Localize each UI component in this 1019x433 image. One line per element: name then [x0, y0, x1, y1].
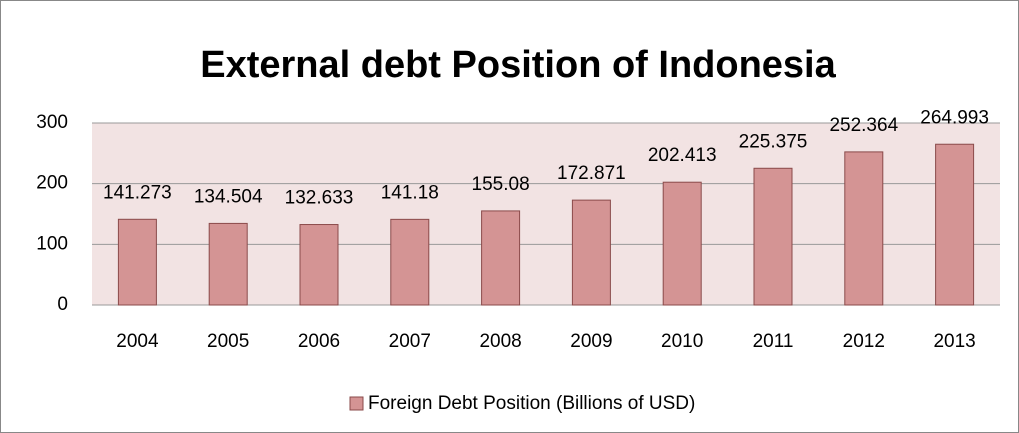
x-tick-label: 2009 [570, 331, 612, 352]
y-tick-label: 300 [36, 112, 68, 133]
bar [935, 143, 975, 306]
data-label: 141.273 [103, 182, 172, 203]
x-tick-label: 2011 [753, 331, 794, 352]
data-label: 172.871 [557, 163, 626, 184]
data-label: 141.18 [381, 182, 439, 203]
x-tick-label: 2005 [207, 331, 249, 352]
data-label: 132.633 [285, 188, 354, 209]
bar [390, 218, 430, 306]
data-label: 202.413 [648, 145, 717, 166]
bar [753, 167, 793, 306]
y-tick-label: 200 [36, 173, 68, 194]
data-label: 225.375 [739, 131, 808, 152]
data-label: 264.993 [920, 107, 989, 128]
bar [481, 210, 521, 306]
legend-label: Foreign Debt Position (Billions of USD) [368, 393, 695, 414]
x-tick-label: 2006 [298, 331, 340, 352]
bar [208, 222, 248, 306]
x-tick-label: 2013 [933, 331, 975, 352]
bar [662, 181, 702, 306]
chart-title: External debt Position of Indonesia [200, 44, 836, 86]
bar [299, 224, 339, 306]
data-label: 252.364 [829, 115, 898, 136]
x-tick-label: 2010 [661, 331, 703, 352]
bar [117, 218, 157, 306]
data-label: 155.08 [472, 174, 530, 195]
y-tick-label: 0 [57, 294, 68, 315]
x-tick-label: 2007 [389, 331, 431, 352]
y-tick-label: 100 [36, 233, 68, 254]
x-tick-label: 2012 [843, 331, 885, 352]
x-tick-label: 2004 [116, 331, 159, 352]
data-label: 134.504 [194, 186, 263, 207]
x-tick-label: 2008 [479, 331, 521, 352]
bar [571, 199, 611, 306]
bar [844, 151, 884, 306]
legend-swatch [349, 396, 364, 411]
